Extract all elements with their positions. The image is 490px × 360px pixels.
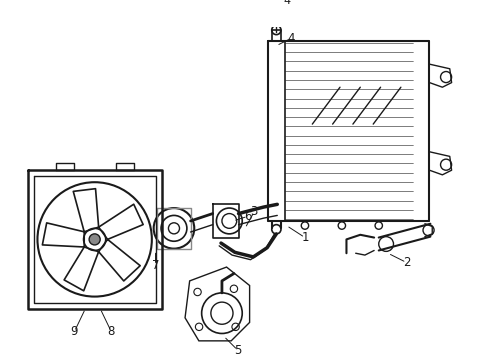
Text: 8: 8: [108, 325, 115, 338]
Text: 5: 5: [234, 343, 241, 357]
Text: 7: 7: [152, 259, 159, 272]
Text: 1: 1: [301, 231, 309, 244]
Text: 3: 3: [250, 205, 258, 218]
Text: 6: 6: [244, 210, 251, 223]
Text: 2: 2: [403, 256, 410, 269]
Text: 4: 4: [287, 32, 295, 45]
Text: 4: 4: [284, 0, 291, 6]
Text: 9: 9: [71, 325, 78, 338]
Circle shape: [89, 234, 100, 245]
